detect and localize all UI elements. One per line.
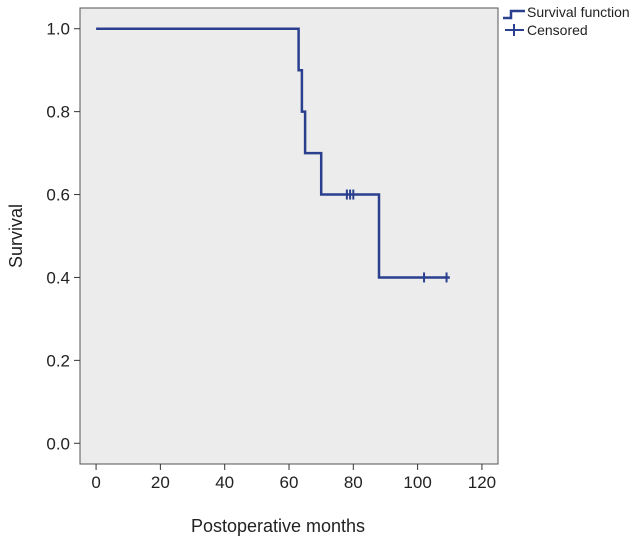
x-axis-title: Postoperative months [191,516,365,536]
x-tick-label: 0 [91,473,100,492]
x-tick-label: 60 [280,473,299,492]
x-tick-label: 100 [403,473,431,492]
legend-survival-label: Survival function [527,4,630,20]
y-tick-label: 0.4 [46,268,70,287]
x-tick-label: 40 [215,473,234,492]
y-tick-label: 0.0 [46,434,70,453]
x-tick-label: 80 [344,473,363,492]
legend-survival-symbol [503,9,525,20]
survival-function-line [96,27,450,279]
series-layer [96,27,450,283]
legend: Survival function Censored [503,4,630,38]
y-axis-title: Survival [6,204,26,268]
y-tick-label: 0.6 [46,186,70,205]
x-tick-label: 20 [151,473,170,492]
x-tick-label: 120 [468,473,496,492]
y-axis: 0.0 0.2 0.4 0.6 0.8 1.0 [46,20,80,453]
legend-censored-label: Censored [527,22,588,38]
y-tick-label: 0.8 [46,103,70,122]
plot-area [79,7,499,465]
x-axis: 0 20 40 60 80 100 120 [91,464,496,492]
y-tick-label: 1.0 [46,20,70,39]
y-tick-label: 0.2 [46,351,70,370]
